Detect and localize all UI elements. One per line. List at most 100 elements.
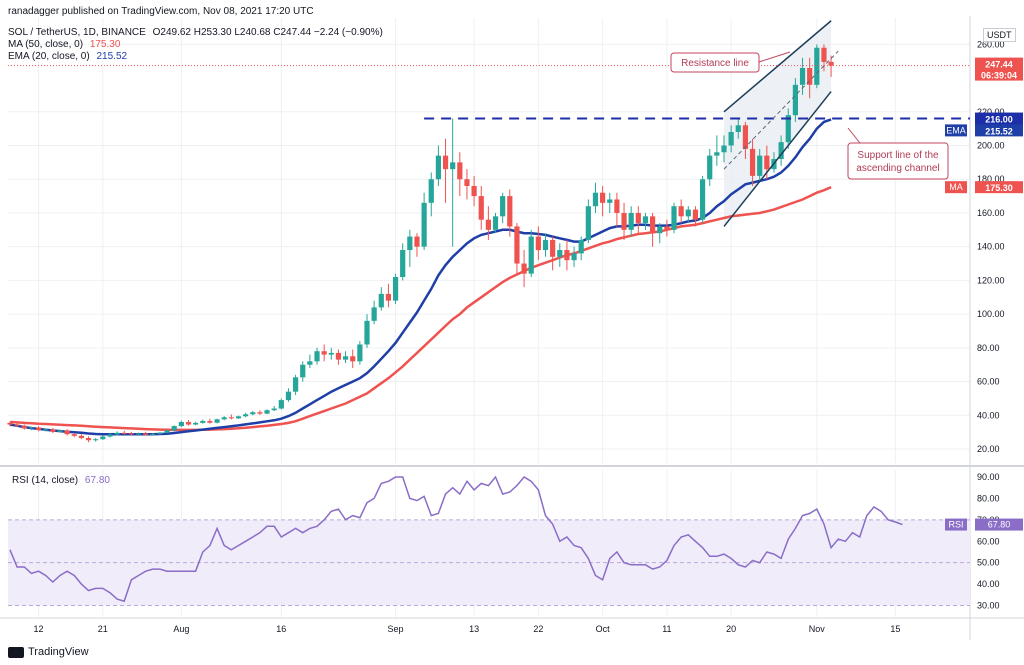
candle-body[interactable] (764, 155, 770, 170)
candle-body[interactable] (43, 429, 49, 431)
candle-body[interactable] (93, 439, 99, 441)
candle-body[interactable] (235, 416, 242, 419)
candle-body[interactable] (735, 125, 741, 133)
candle-body[interactable] (799, 67, 806, 85)
candle-body[interactable] (578, 239, 584, 254)
candle-body[interactable] (157, 432, 163, 434)
candle-body[interactable] (400, 250, 406, 278)
candle-body[interactable] (778, 142, 784, 160)
candle-body[interactable] (728, 132, 734, 146)
candle-body[interactable] (685, 209, 691, 217)
channel-midline[interactable] (723, 50, 839, 170)
candle-body[interactable] (585, 206, 591, 240)
candle-body[interactable] (21, 425, 27, 429)
candle-body[interactable] (378, 293, 384, 308)
candle-body[interactable] (243, 414, 249, 417)
candle-body[interactable] (278, 400, 284, 409)
candle-body[interactable] (264, 410, 270, 414)
candle-body[interactable] (457, 162, 463, 180)
candle-body[interactable] (150, 433, 156, 435)
candle-body[interactable] (64, 430, 70, 435)
candle-body[interactable] (385, 293, 392, 301)
candle-body[interactable] (314, 351, 320, 362)
candle-body[interactable] (635, 212, 641, 224)
candle-body[interactable] (757, 155, 763, 176)
currency-label[interactable]: USDT (983, 28, 1016, 42)
candle-body[interactable] (478, 196, 484, 220)
candle-body[interactable] (307, 361, 313, 365)
support-line[interactable] (723, 91, 832, 227)
candle-body[interactable] (228, 417, 234, 419)
candle-body[interactable] (471, 185, 477, 197)
candle-body[interactable] (178, 422, 184, 427)
candle-body[interactable] (428, 179, 434, 203)
candle-body[interactable] (542, 239, 549, 251)
candle-body[interactable] (257, 412, 263, 414)
candle-body[interactable] (114, 432, 120, 435)
candle-body[interactable] (642, 216, 649, 224)
candle-body[interactable] (100, 436, 106, 440)
candle-body[interactable] (828, 61, 834, 66)
candle-body[interactable] (414, 236, 420, 247)
last-price-tag-box[interactable] (975, 57, 1023, 81)
candle-body[interactable] (107, 434, 113, 437)
candle-body[interactable] (464, 179, 470, 186)
candle-body[interactable] (143, 433, 149, 435)
candle-body[interactable] (742, 125, 749, 149)
candle-body[interactable] (193, 422, 199, 425)
candle-body[interactable] (621, 212, 627, 230)
candle-body[interactable] (78, 435, 84, 439)
level-tag-box[interactable] (975, 112, 1023, 125)
candle-body[interactable] (507, 196, 513, 227)
candle-body[interactable] (692, 209, 699, 220)
candle-body[interactable] (407, 236, 413, 251)
candle-body[interactable] (357, 344, 363, 362)
resistance-line[interactable] (723, 20, 832, 113)
candle-body[interactable] (71, 434, 77, 436)
candle-body[interactable] (335, 352, 342, 360)
candle-body[interactable] (85, 438, 92, 441)
candle-body[interactable] (592, 192, 599, 207)
candle-body[interactable] (550, 239, 556, 257)
candle-body[interactable] (271, 408, 277, 411)
candle-body[interactable] (500, 196, 506, 217)
candle-body[interactable] (521, 263, 527, 274)
candle-body[interactable] (200, 421, 206, 423)
candle-body[interactable] (250, 412, 256, 415)
rsi-legend[interactable]: RSI (14, close) 67.80 (12, 475, 110, 486)
candle-body[interactable] (7, 422, 13, 425)
candle-body[interactable] (35, 427, 42, 431)
candle-body[interactable] (392, 277, 399, 301)
candle-body[interactable] (207, 421, 213, 423)
resistance-callout-box[interactable] (670, 52, 760, 73)
candle-body[interactable] (571, 253, 577, 261)
ema-legend[interactable]: EMA (20, close, 0) 215.52 (8, 51, 127, 62)
candle-body[interactable] (657, 226, 663, 234)
candle-body[interactable] (650, 216, 656, 234)
candle-body[interactable] (442, 155, 449, 170)
candle-body[interactable] (135, 433, 142, 435)
candle-body[interactable] (164, 430, 170, 433)
candle-body[interactable] (821, 47, 827, 62)
candle-body[interactable] (450, 162, 456, 170)
candle-body[interactable] (607, 199, 613, 203)
candle-body[interactable] (214, 419, 220, 423)
footer-brand[interactable]: TradingView (8, 646, 89, 658)
candle-body[interactable] (514, 226, 520, 264)
ma-name-tag-box[interactable] (945, 181, 967, 194)
candle-body[interactable] (564, 250, 570, 261)
candle-body[interactable] (285, 391, 292, 401)
candle-body[interactable] (792, 84, 798, 116)
candle-body[interactable] (321, 351, 327, 355)
candle-body[interactable] (121, 432, 127, 434)
candle-body[interactable] (57, 430, 63, 432)
candle-body[interactable] (614, 199, 620, 213)
candle-body[interactable] (664, 226, 670, 230)
candle-body[interactable] (814, 47, 820, 85)
candle-body[interactable] (171, 426, 177, 431)
candle-body[interactable] (807, 67, 813, 85)
candle-body[interactable] (364, 320, 370, 345)
candle-body[interactable] (557, 250, 563, 257)
candle-body[interactable] (714, 152, 720, 156)
ma-price-tag-box[interactable] (975, 181, 1023, 194)
